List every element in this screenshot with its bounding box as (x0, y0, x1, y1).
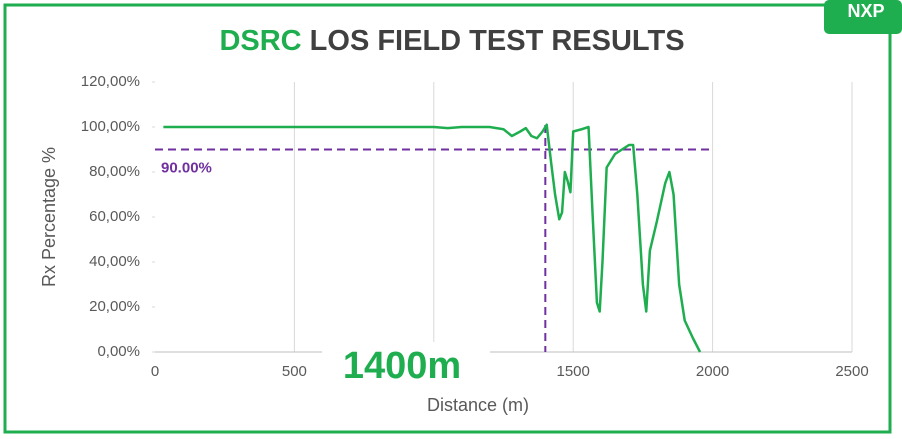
x-axis-label: Distance (m) (427, 395, 529, 415)
frame (3, 3, 892, 434)
y-tick-label: 80,00% (89, 163, 140, 180)
title-text: LOS FIELD TEST RESULTS (310, 25, 685, 57)
x-tick-label: 2000 (696, 363, 729, 380)
badge: NXP (847, 1, 884, 21)
y-tick-label: 100,00% (81, 118, 140, 135)
chart-title: DSRC LOS FIELD TEST RESULTS (219, 25, 684, 57)
annotation-bg (322, 342, 490, 390)
y-tick-label: 0,00% (97, 343, 140, 360)
annotation: 1400m (343, 345, 461, 387)
threshold-label: 90.00% (161, 159, 212, 176)
y-axis-label: Rx Percentage % (39, 147, 59, 287)
x-tick-label: 1500 (557, 363, 590, 380)
title-highlight: DSRC (219, 25, 301, 57)
y-tick-label: 120,00% (81, 73, 140, 90)
y-tick-label: 60,00% (89, 208, 140, 225)
x-tick-label: 0 (151, 363, 159, 380)
y-tick-label: 20,00% (89, 298, 140, 315)
badge-box (824, 0, 902, 34)
x-tick-label: 500 (282, 363, 307, 380)
y-tick-label: 40,00% (89, 253, 140, 270)
data-line (163, 123, 702, 353)
x-tick-label: 2500 (835, 363, 868, 380)
